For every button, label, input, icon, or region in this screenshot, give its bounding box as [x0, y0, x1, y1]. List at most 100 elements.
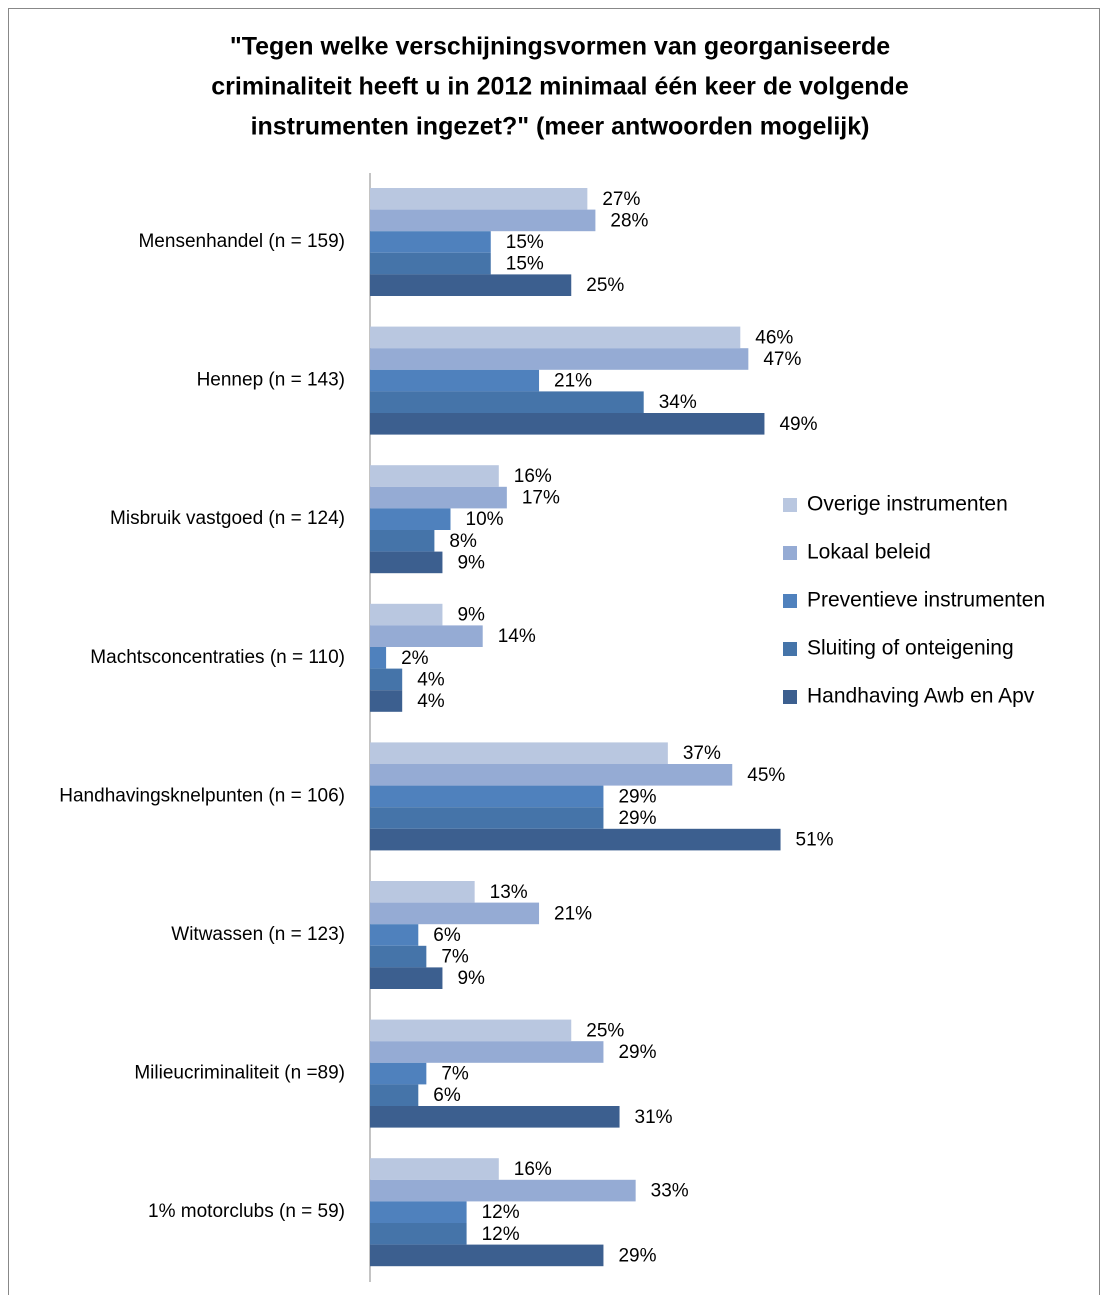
category-label: Handhavingsknelpunten (n = 106) — [59, 785, 345, 806]
value-label: 51% — [796, 830, 834, 851]
bar — [370, 413, 765, 435]
value-label: 45% — [747, 765, 785, 786]
value-label: 7% — [441, 1064, 469, 1085]
value-label: 6% — [433, 1085, 461, 1106]
category-label: Milieucriminaliteit (n =89) — [134, 1063, 345, 1084]
value-label: 37% — [683, 743, 721, 764]
value-label: 9% — [457, 968, 485, 989]
bar — [370, 188, 588, 210]
legend-swatch — [783, 642, 797, 656]
chart-title: instrumenten ingezet?" (meer antwoorden … — [251, 113, 870, 141]
category-label: Mensenhandel (n = 159) — [138, 231, 345, 252]
bar — [370, 551, 443, 574]
bar — [370, 647, 387, 669]
value-label: 16% — [514, 466, 552, 487]
value-label: 29% — [618, 808, 656, 829]
value-label: 6% — [433, 925, 461, 946]
bar — [370, 764, 733, 786]
legend-swatch — [783, 498, 797, 512]
value-label: 4% — [417, 691, 445, 712]
value-label: 15% — [506, 232, 544, 253]
value-label: 33% — [651, 1181, 689, 1202]
value-label: 4% — [417, 669, 445, 690]
bar — [370, 1223, 467, 1245]
bar — [370, 1244, 604, 1267]
bar — [370, 1201, 467, 1223]
value-label: 9% — [457, 605, 485, 626]
bar — [370, 625, 483, 647]
value-label: 17% — [522, 488, 560, 509]
value-label: 47% — [763, 349, 801, 370]
value-label: 10% — [466, 509, 504, 530]
bar — [370, 668, 403, 691]
bar — [370, 1041, 604, 1063]
value-label: 9% — [457, 552, 485, 573]
value-label: 15% — [506, 254, 544, 275]
bar — [370, 967, 443, 989]
category-label: Witwassen (n = 123) — [171, 924, 345, 945]
bar — [370, 326, 741, 349]
bar — [370, 348, 749, 370]
bar — [370, 742, 668, 764]
chart-title: "Tegen welke verschijningsvormen van geo… — [230, 33, 890, 61]
bar — [370, 1158, 499, 1180]
bar — [370, 924, 419, 946]
value-label: 31% — [635, 1107, 673, 1128]
legend-swatch — [783, 690, 797, 704]
value-label: 14% — [498, 626, 536, 647]
bar — [370, 369, 540, 392]
bar — [370, 1179, 636, 1202]
value-label: 49% — [779, 414, 817, 435]
legend-label: Handhaving Awb en Apv — [807, 685, 1035, 708]
value-label: 2% — [401, 648, 429, 669]
value-label: 21% — [554, 903, 592, 924]
value-label: 8% — [449, 531, 477, 552]
bar — [370, 902, 540, 925]
bar — [370, 690, 403, 712]
category-label: Machtsconcentraties (n = 110) — [90, 647, 345, 668]
value-label: 21% — [554, 371, 592, 392]
legend-label: Overige instrumenten — [807, 493, 1008, 516]
bar — [370, 881, 475, 903]
category-label: Misbruik vastgoed (n = 124) — [110, 508, 345, 529]
value-label: 16% — [514, 1159, 552, 1180]
bar — [370, 945, 427, 968]
bar — [370, 508, 451, 530]
value-label: 29% — [618, 786, 656, 807]
bar — [370, 603, 443, 626]
value-label: 12% — [482, 1224, 520, 1245]
value-label: 25% — [586, 1020, 624, 1041]
value-label: 13% — [490, 882, 528, 903]
bar — [370, 828, 781, 851]
bar — [370, 1084, 419, 1106]
bar — [370, 465, 499, 487]
value-label: 25% — [586, 275, 624, 296]
value-label: 34% — [659, 392, 697, 413]
legend-label: Lokaal beleid — [807, 541, 931, 564]
bar — [370, 530, 435, 552]
value-label: 12% — [482, 1202, 520, 1223]
bar — [370, 209, 596, 232]
bar — [370, 1062, 427, 1085]
value-label: 7% — [441, 947, 469, 968]
category-label: 1% motorclubs (n = 59) — [148, 1201, 345, 1222]
value-label: 29% — [618, 1245, 656, 1266]
value-label: 27% — [602, 189, 640, 210]
legend-swatch — [783, 546, 797, 560]
bar — [370, 807, 604, 829]
value-label: 29% — [618, 1042, 656, 1063]
bar — [370, 391, 644, 413]
legend-swatch — [783, 594, 797, 608]
legend-label: Sluiting of onteigening — [807, 637, 1014, 660]
bar — [370, 1106, 620, 1128]
value-label: 46% — [755, 327, 793, 348]
value-label: 28% — [610, 210, 648, 231]
bar — [370, 252, 491, 275]
legend-label: Preventieve instrumenten — [807, 589, 1045, 612]
chart-title: criminaliteit heeft u in 2012 minimaal é… — [211, 73, 909, 101]
category-label: Hennep (n = 143) — [197, 370, 345, 391]
bar — [370, 486, 507, 509]
bar — [370, 785, 604, 808]
bar — [370, 1019, 572, 1042]
